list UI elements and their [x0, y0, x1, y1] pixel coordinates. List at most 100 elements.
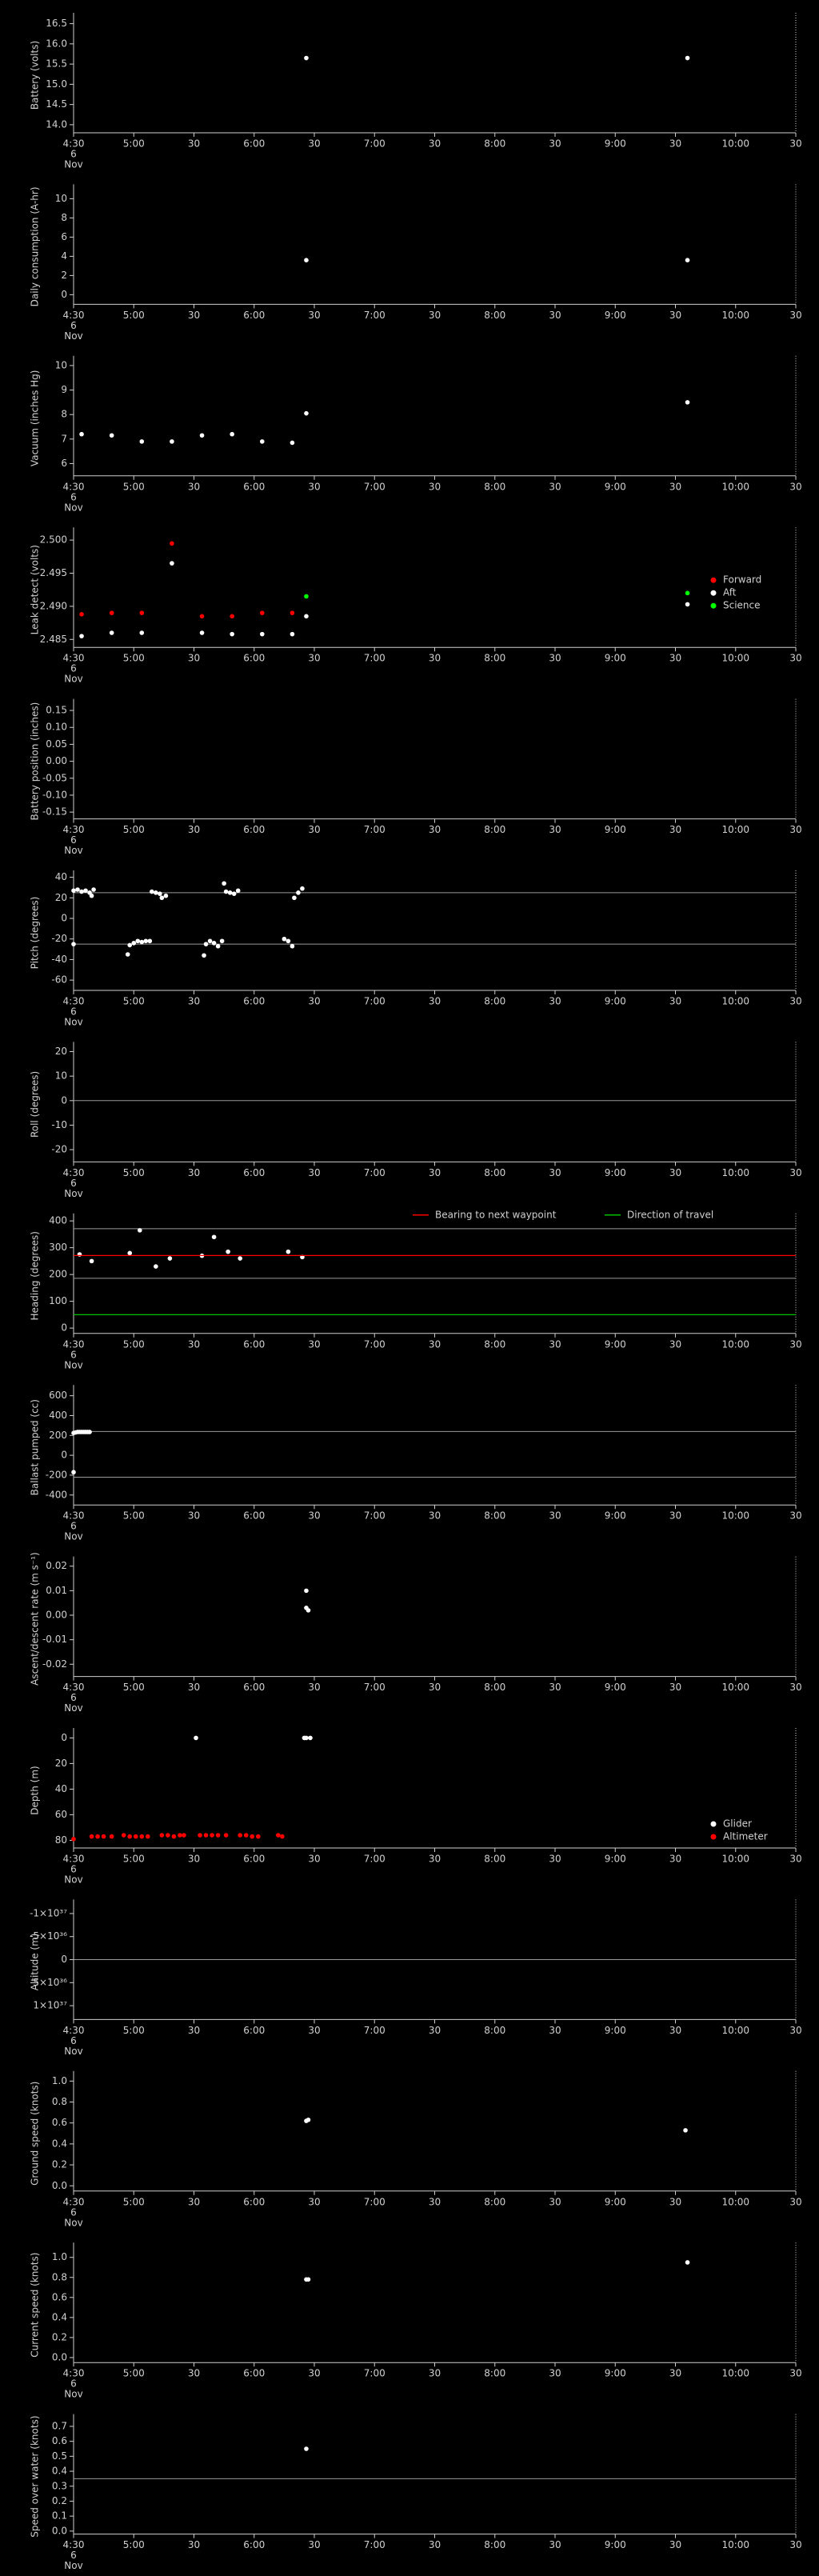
data-point: [137, 1228, 142, 1233]
y-tick-label: 16.0: [46, 38, 67, 49]
x-tick-label: 30: [789, 1510, 801, 1522]
x-tick-label: 4:30: [63, 481, 85, 492]
x-tick-label: 8:00: [484, 1854, 505, 1865]
x-tick-label: 9:00: [605, 2196, 626, 2207]
y-tick-label: 0.00: [46, 1610, 67, 1621]
x-tick-label: 5:00: [123, 2025, 145, 2036]
data-point: [304, 1735, 309, 1741]
data-point: [685, 55, 690, 61]
y-tick-label: 6: [61, 458, 67, 469]
y-tick-label: -400: [46, 1489, 67, 1500]
data-point: [230, 614, 234, 619]
data-point: [170, 541, 174, 546]
x-tick-label: 30: [188, 1682, 200, 1693]
data-point: [198, 1833, 202, 1838]
x-tick-label: 5:00: [123, 481, 145, 492]
data-point: [259, 439, 265, 444]
x-tick-label: 7:00: [364, 2539, 386, 2550]
data-point: [127, 1250, 133, 1256]
data-point: [238, 1833, 242, 1838]
y-tick-label: -60: [51, 974, 67, 986]
data-point: [290, 610, 295, 615]
y-tick-label: 40: [55, 871, 67, 882]
x-tick-label: 9:00: [605, 996, 626, 1007]
x-tick-label: 4:30: [63, 996, 85, 1007]
y-tick-label: -10: [51, 1119, 67, 1130]
data-point: [194, 1735, 198, 1741]
x-tick-label: 30: [789, 481, 801, 492]
data-point: [685, 2260, 690, 2265]
x-tick-label: 6:00: [243, 824, 265, 835]
y-axis-label: Current speed (knots): [30, 2253, 41, 2358]
x-tick-label: 30: [188, 2196, 200, 2207]
x-tick-label: 30: [188, 1510, 200, 1522]
date-label: 6: [70, 834, 77, 846]
date-label: 6: [70, 1349, 77, 1360]
y-tick-label: -40: [51, 954, 67, 965]
y-tick-label: 0: [61, 1954, 67, 1965]
data-point: [238, 1256, 242, 1261]
data-point: [226, 1249, 230, 1254]
x-tick-label: 8:00: [484, 2025, 505, 2036]
x-tick-label: 30: [549, 824, 561, 835]
x-tick-label: 5:00: [123, 2539, 145, 2550]
data-point: [109, 1834, 114, 1839]
data-point: [158, 891, 162, 896]
data-point: [210, 1833, 214, 1838]
data-point: [296, 890, 301, 895]
data-point: [290, 943, 295, 949]
x-tick-label: 30: [429, 1682, 441, 1693]
data-point: [300, 1254, 305, 1260]
y-tick-label: 2.485: [40, 634, 67, 645]
date-label: 6: [70, 149, 77, 160]
x-tick-label: 30: [188, 996, 200, 1007]
x-tick-label: 30: [549, 1510, 561, 1522]
y-tick-label: 9: [61, 384, 67, 395]
data-point: [79, 634, 84, 638]
x-tick-label: 30: [308, 2025, 320, 2036]
y-tick-label: 0.0: [52, 2351, 67, 2362]
x-tick-label: 30: [429, 1854, 441, 1865]
y-tick-label: 10: [55, 193, 67, 204]
data-point: [159, 1833, 165, 1838]
x-tick-label: 9:00: [605, 1682, 626, 1693]
legend-swatch: [710, 590, 717, 596]
legend-swatch: [710, 602, 717, 609]
y-tick-label: 14.0: [46, 118, 67, 130]
legend-label: Glider: [723, 1818, 752, 1830]
y-tick-label: 100: [49, 1295, 67, 1306]
x-tick-label: 30: [669, 653, 681, 664]
data-point: [290, 631, 295, 637]
y-tick-label: 0.2: [52, 2495, 67, 2506]
data-point: [171, 1834, 177, 1839]
x-tick-label: 30: [669, 2196, 681, 2207]
x-tick-label: 5:00: [123, 1510, 145, 1522]
data-point: [203, 1833, 209, 1838]
x-tick-label: 30: [308, 1338, 320, 1350]
x-tick-label: 10:00: [721, 1167, 749, 1178]
x-tick-label: 4:30: [63, 1167, 85, 1178]
data-point: [71, 942, 76, 946]
x-tick-label: 30: [549, 2368, 561, 2379]
data-point: [143, 938, 149, 944]
date-label: Nov: [64, 2046, 82, 2057]
x-tick-label: 9:00: [605, 310, 626, 321]
y-tick-label: 60: [55, 1809, 67, 1820]
date-label: 6: [70, 2035, 77, 2046]
date-label: 6: [70, 2206, 77, 2218]
data-point: [95, 1834, 100, 1839]
data-point: [286, 1249, 291, 1254]
y-axis-label: Daily consumption (A-hr): [30, 186, 41, 306]
data-point: [292, 895, 297, 901]
x-tick-label: 6:00: [243, 310, 265, 321]
x-tick-label: 7:00: [364, 2368, 386, 2379]
data-point: [259, 610, 265, 615]
x-tick-label: 5:00: [123, 310, 145, 321]
y-axis-label: Altitude (m): [30, 1934, 41, 1991]
x-tick-label: 30: [429, 310, 441, 321]
legend-label: Aft: [723, 587, 737, 598]
data-point: [109, 610, 114, 615]
y-tick-label: 80: [55, 1834, 67, 1846]
data-point: [199, 614, 205, 619]
x-tick-label: 5:00: [123, 2196, 145, 2207]
